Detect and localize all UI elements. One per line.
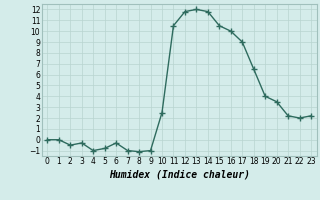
X-axis label: Humidex (Indice chaleur): Humidex (Indice chaleur): [109, 169, 250, 179]
